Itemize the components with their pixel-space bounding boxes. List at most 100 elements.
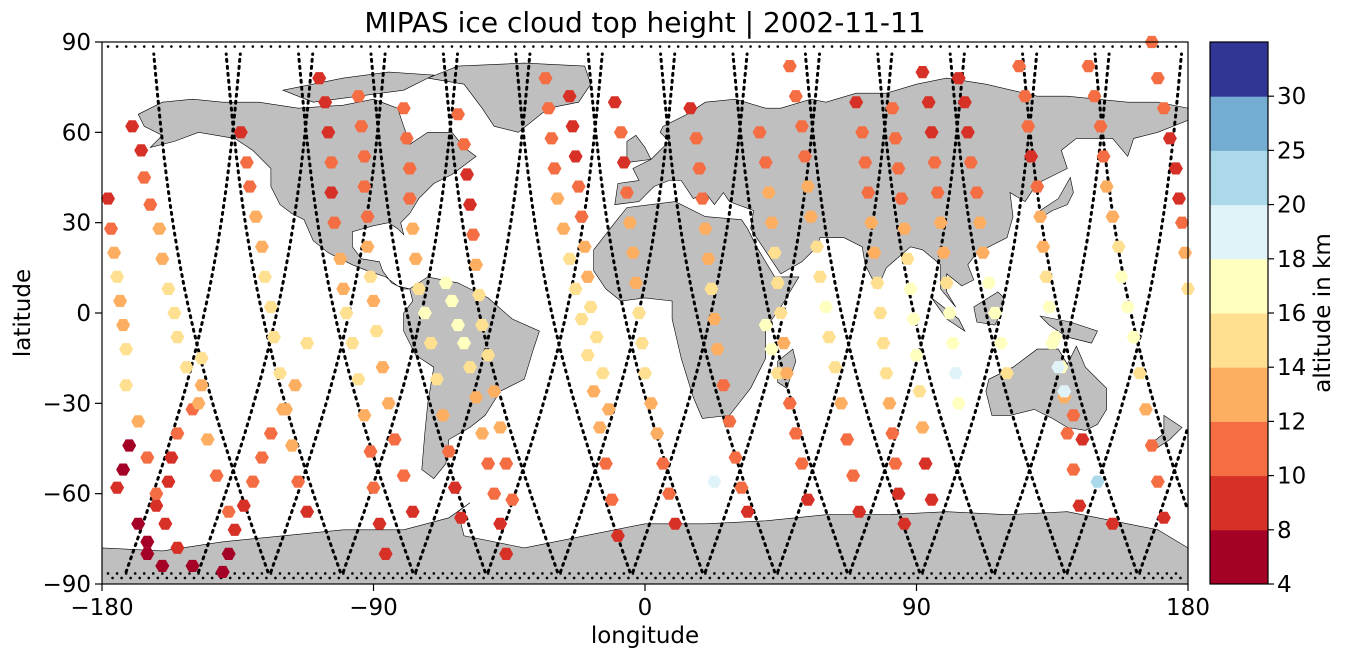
cloud-point xyxy=(408,252,423,265)
cloud-point xyxy=(981,276,996,289)
polar-track-south xyxy=(328,576,332,580)
cloud-point xyxy=(423,337,438,350)
cloud-point xyxy=(915,421,930,434)
polar-track-south xyxy=(1084,572,1087,575)
polar-track-south xyxy=(866,572,870,575)
polar-track-north xyxy=(1038,45,1042,48)
colorbar-tick-label: 20 xyxy=(1277,193,1306,219)
polar-track-south xyxy=(971,576,974,580)
polar-track-south xyxy=(405,572,408,575)
cloud-point xyxy=(1087,90,1102,103)
polar-track-south xyxy=(785,572,789,575)
polar-track-south xyxy=(1093,572,1096,575)
polar-track-north xyxy=(378,45,381,48)
polar-track-south xyxy=(1088,576,1092,580)
cloud-point xyxy=(369,325,384,338)
cloud-point xyxy=(915,66,930,79)
cloud-point xyxy=(707,313,722,326)
cloud-point xyxy=(119,343,134,356)
cloud-point xyxy=(888,132,903,145)
cloud-point xyxy=(396,469,411,482)
colorbar-tick-label: 18 xyxy=(1277,247,1306,273)
cloud-point xyxy=(894,192,909,205)
cloud-point xyxy=(565,120,580,133)
polar-track-south xyxy=(283,576,286,580)
polar-track-south xyxy=(708,576,712,580)
cloud-point xyxy=(568,150,583,163)
cloud-point xyxy=(1036,240,1051,253)
polar-track-south xyxy=(1061,576,1065,580)
cloud-point xyxy=(378,547,393,560)
polar-track-south xyxy=(898,576,902,580)
cloud-point xyxy=(810,240,824,253)
cloud-point xyxy=(695,192,710,205)
polar-track-north xyxy=(767,45,770,48)
x-tick-label: 90 xyxy=(902,595,931,621)
polar-track-south xyxy=(1097,576,1101,580)
cloud-point xyxy=(939,276,954,289)
orbit-track-desc-4 xyxy=(414,52,532,574)
cloud-point xyxy=(897,222,912,235)
cloud-point xyxy=(1126,331,1141,344)
polar-track-south xyxy=(360,572,363,575)
polar-track-south xyxy=(138,576,142,580)
cloud-point xyxy=(360,240,375,253)
colorbar-segment xyxy=(1210,96,1268,151)
polar-track-south xyxy=(722,572,725,575)
colorbar-segment xyxy=(1210,258,1268,314)
polar-track-south xyxy=(486,572,490,575)
polar-track-south xyxy=(247,576,250,580)
polar-track-south xyxy=(780,576,784,580)
cloud-point xyxy=(266,331,281,344)
polar-track-north xyxy=(694,45,698,48)
polar-track-south xyxy=(875,572,879,575)
cloud-point xyxy=(1021,120,1036,133)
cloud-point xyxy=(662,487,677,500)
orbit-track-asc-12 xyxy=(1021,52,1139,574)
cloud-point xyxy=(562,252,577,265)
polar-track-north xyxy=(523,45,526,48)
polar-track-south xyxy=(604,572,608,575)
cloud-points xyxy=(101,35,1195,578)
colorbar-segment xyxy=(1210,367,1268,422)
polar-track-south xyxy=(1147,572,1151,575)
cloud-point xyxy=(852,505,867,518)
polar-track-south xyxy=(274,576,277,580)
cloud-point xyxy=(698,222,713,235)
cloud-point xyxy=(951,72,966,85)
cloud-point xyxy=(921,96,936,109)
polar-track-north xyxy=(875,45,879,48)
cloud-point xyxy=(417,306,432,320)
cloud-point xyxy=(562,90,577,103)
cloud-point xyxy=(101,192,115,205)
colorbar-segment xyxy=(1210,150,1268,206)
cloud-point xyxy=(870,276,885,289)
x-tick-label: 180 xyxy=(1166,595,1210,621)
polar-track-north xyxy=(1165,45,1169,48)
cloud-point xyxy=(164,451,179,464)
polar-track-south xyxy=(523,572,526,575)
cloud-point xyxy=(191,397,206,410)
polar-track-south xyxy=(1011,572,1015,575)
polar-track-south xyxy=(993,572,997,575)
polar-track-south xyxy=(1120,572,1123,575)
cloud-point xyxy=(1105,517,1120,530)
cloud-point xyxy=(583,300,598,313)
cloud-point xyxy=(451,108,465,121)
colorbar-segment xyxy=(1210,313,1268,368)
orbit-track-desc-1 xyxy=(197,52,315,574)
cloud-point xyxy=(589,331,604,344)
cloud-point xyxy=(375,361,390,374)
polar-track-north xyxy=(649,45,653,48)
cloud-point xyxy=(897,517,912,530)
polar-track-south xyxy=(133,572,137,575)
polar-track-south xyxy=(251,572,255,575)
cloud-point xyxy=(1081,60,1096,73)
polar-track-north xyxy=(495,45,499,48)
y-tick-label: −30 xyxy=(42,391,91,417)
polar-track-north xyxy=(1111,45,1114,48)
polar-track-north xyxy=(676,45,680,48)
cloud-point xyxy=(1072,499,1087,512)
polar-track-south xyxy=(319,576,323,580)
cloud-point xyxy=(556,222,571,235)
